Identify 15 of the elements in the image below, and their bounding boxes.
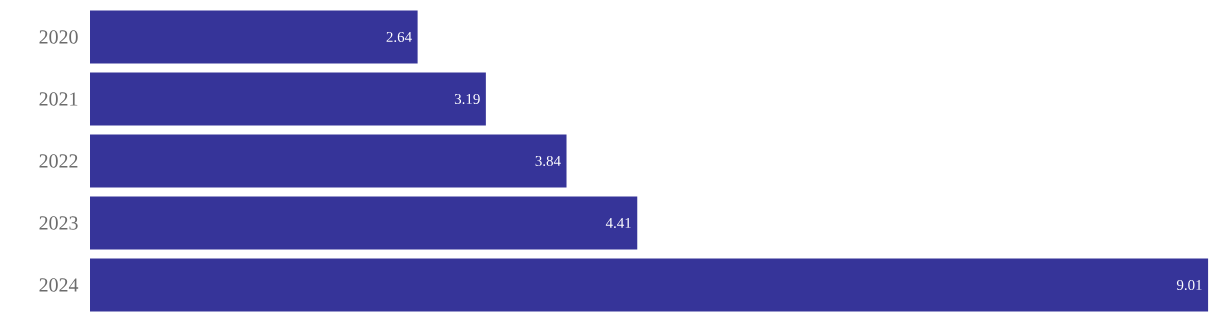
bar xyxy=(90,258,1209,312)
y-tick-label: 2024 xyxy=(39,278,79,292)
data-label: 4.41 xyxy=(605,217,631,229)
bar xyxy=(90,196,638,250)
data-label: 3.84 xyxy=(535,155,561,167)
bar xyxy=(90,10,418,64)
y-tick-label: 2022 xyxy=(39,154,78,168)
data-label: 9.01 xyxy=(1176,279,1202,291)
bar xyxy=(90,72,486,126)
y-tick-label: 2021 xyxy=(39,92,78,106)
data-label: 3.19 xyxy=(454,93,480,105)
bar xyxy=(90,134,567,188)
data-label: 2.64 xyxy=(386,31,412,43)
y-tick-label: 2023 xyxy=(39,216,78,230)
y-tick-label: 2020 xyxy=(39,30,78,44)
